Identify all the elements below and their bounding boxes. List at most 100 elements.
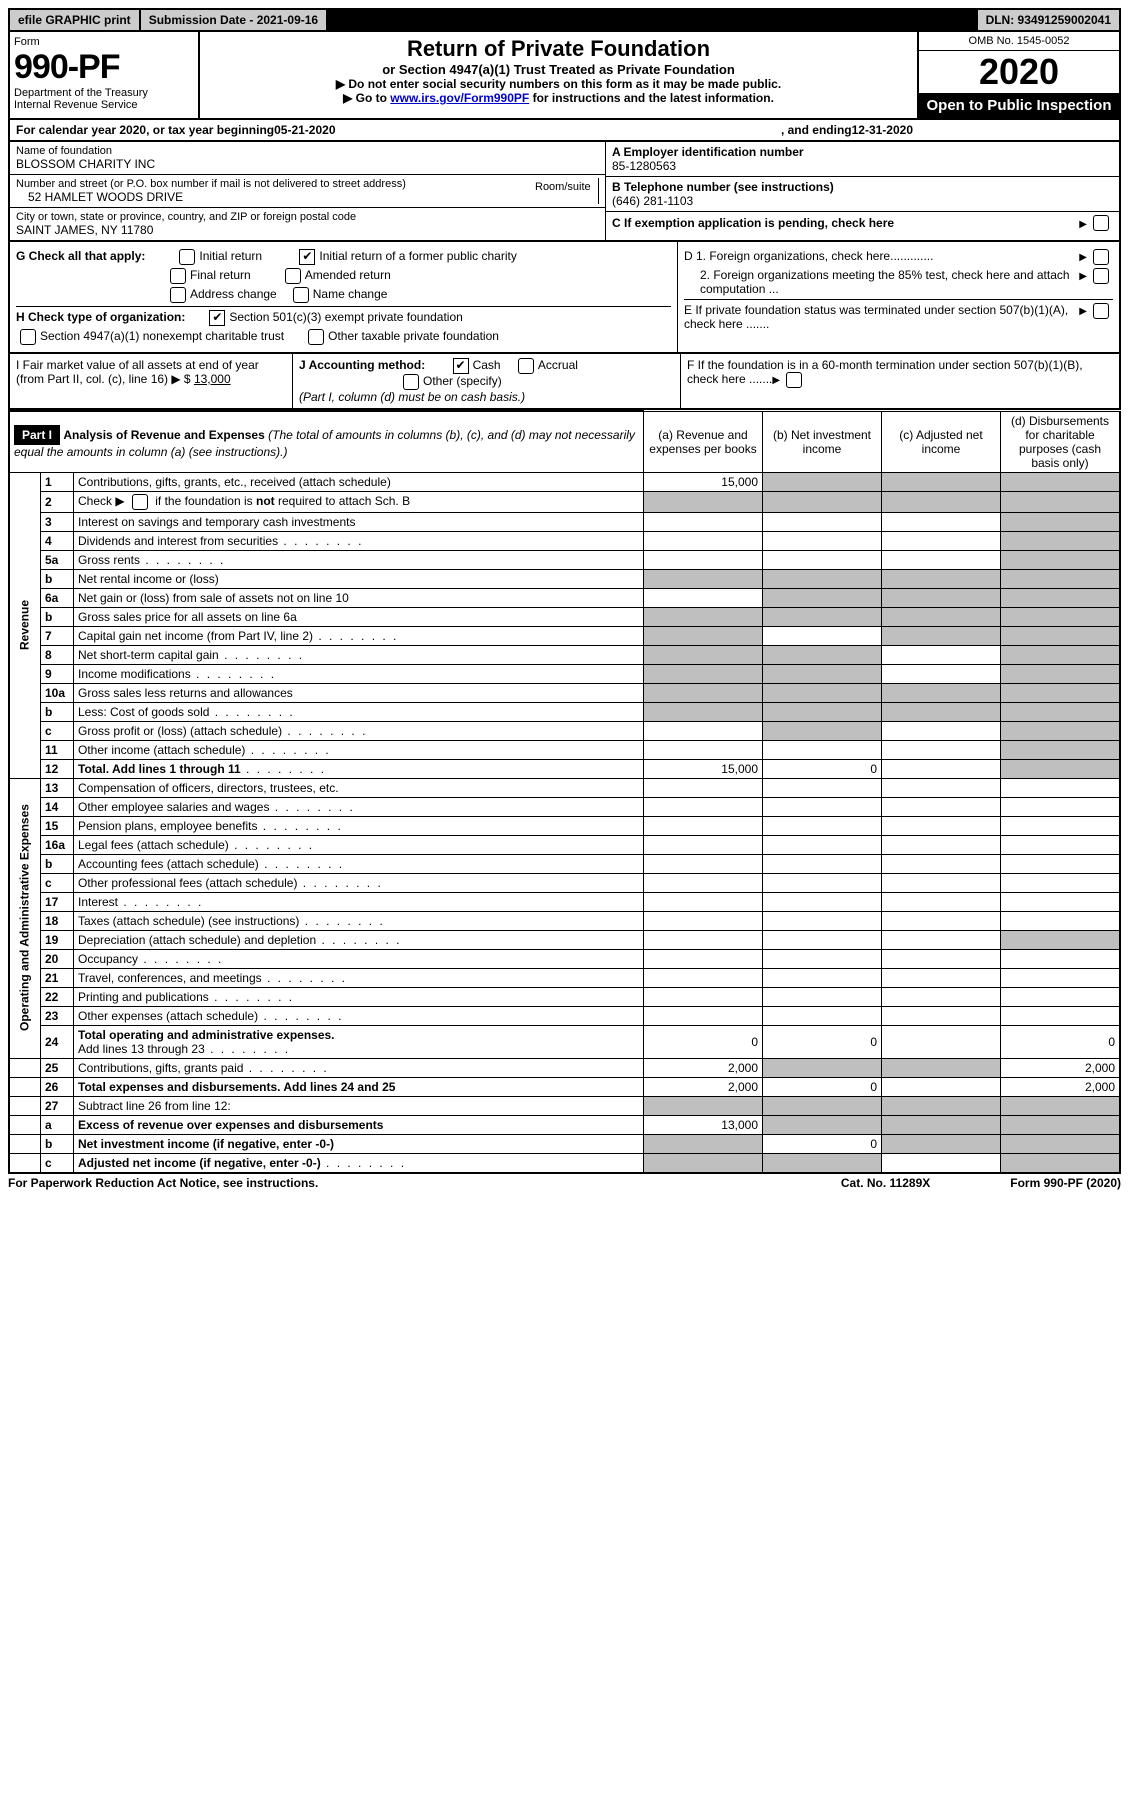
dept-irs: Internal Revenue Service: [14, 99, 194, 111]
pending-row: C If exemption application is pending, c…: [606, 212, 1119, 234]
cash-checkbox[interactable]: ✔: [453, 358, 469, 374]
header-center: Return of Private Foundation or Section …: [200, 32, 917, 118]
footer-line: For Paperwork Reduction Act Notice, see …: [8, 1174, 1121, 1190]
r13: Compensation of officers, directors, tru…: [74, 778, 644, 797]
r16a: Legal fees (attach schedule): [74, 835, 644, 854]
d1-checkbox[interactable]: [1093, 249, 1109, 265]
form-subtitle: or Section 4947(a)(1) Trust Treated as P…: [210, 62, 907, 77]
calyear-mid: , and ending: [781, 123, 852, 137]
otheracct-checkbox[interactable]: [403, 374, 419, 390]
info-left: Name of foundation BLOSSOM CHARITY INC N…: [10, 142, 606, 240]
initial-checkbox[interactable]: [179, 249, 195, 265]
j-cell: J Accounting method: ✔Cash Accrual Other…: [293, 354, 681, 408]
r5a: Gross rents: [74, 550, 644, 569]
arrow-icon: [1079, 268, 1089, 282]
4947-checkbox[interactable]: [20, 329, 36, 345]
phone-value: (646) 281-1103: [612, 194, 693, 208]
part1-table: Part I Analysis of Revenue and Expenses …: [8, 410, 1121, 1174]
footer-mid: Cat. No. 11289X: [841, 1176, 930, 1190]
final-checkbox[interactable]: [170, 268, 186, 284]
top-bar: efile GRAPHIC print Submission Date - 20…: [8, 8, 1121, 32]
efile-label[interactable]: efile GRAPHIC print: [10, 10, 141, 30]
addrchg-checkbox[interactable]: [170, 287, 186, 303]
r26: Total expenses and disbursements. Add li…: [78, 1080, 395, 1094]
r10b: Less: Cost of goods sold: [74, 702, 644, 721]
ein-row: A Employer identification number 85-1280…: [606, 142, 1119, 177]
expense-vlabel: Operating and Administrative Expenses: [9, 778, 41, 1058]
revenue-vlabel: Revenue: [9, 472, 41, 778]
tax-year: 2020: [919, 51, 1119, 93]
f-cell: F If the foundation is in a 60-month ter…: [681, 354, 1119, 408]
form-link[interactable]: www.irs.gov/Form990PF: [390, 91, 529, 105]
schb-checkbox[interactable]: [132, 494, 148, 510]
r20: Occupancy: [74, 949, 644, 968]
addr-row: Number and street (or P.O. box number if…: [10, 175, 605, 208]
d2-checkbox[interactable]: [1093, 268, 1109, 284]
namechg-checkbox[interactable]: [293, 287, 309, 303]
name-label: Name of foundation: [16, 145, 599, 157]
r1: Contributions, gifts, grants, etc., rece…: [74, 472, 644, 491]
form-title: Return of Private Foundation: [210, 36, 907, 62]
dln-label: DLN: 93491259002041: [976, 10, 1119, 30]
g-name: Name change: [313, 287, 388, 301]
omb-number: OMB No. 1545-0052: [919, 32, 1119, 51]
ein-value: 85-1280563: [612, 159, 676, 173]
arrow-icon: [1079, 216, 1089, 230]
r17: Interest: [74, 892, 644, 911]
g-label: G Check all that apply:: [16, 249, 145, 263]
e-checkbox[interactable]: [1093, 303, 1109, 319]
footer-left: For Paperwork Reduction Act Notice, see …: [8, 1176, 318, 1190]
org-city: SAINT JAMES, NY 11780: [16, 223, 599, 237]
r19: Depreciation (attach schedule) and deple…: [74, 930, 644, 949]
pending-label: C If exemption application is pending, c…: [612, 216, 1079, 230]
g-row2: Final return Amended return: [16, 268, 671, 284]
form-header: Form 990-PF Department of the Treasury I…: [8, 32, 1121, 120]
calyear-end: 12-31-2020: [852, 123, 913, 137]
ca-left: G Check all that apply: Initial return ✔…: [10, 242, 678, 352]
r27: Subtract line 26 from line 12:: [74, 1096, 644, 1115]
phone-row: B Telephone number (see instructions) (6…: [606, 177, 1119, 212]
g-row3: Address change Name change: [16, 287, 671, 303]
calendar-year-row: For calendar year 2020, or tax year begi…: [8, 120, 1121, 142]
ein-label: A Employer identification number: [612, 145, 804, 159]
r27b: Net investment income (if negative, ente…: [78, 1137, 334, 1151]
r12: Total. Add lines 1 through 11: [78, 762, 241, 776]
ijf-row: I Fair market value of all assets at end…: [8, 354, 1121, 410]
calyear-begin: 05-21-2020: [274, 123, 335, 137]
r8: Net short-term capital gain: [74, 645, 644, 664]
name-row: Name of foundation BLOSSOM CHARITY INC: [10, 142, 605, 175]
g-row: G Check all that apply: Initial return ✔…: [16, 249, 671, 265]
amended-checkbox[interactable]: [285, 268, 301, 284]
city-row: City or town, state or province, country…: [10, 208, 605, 240]
e-row: E If private foundation status was termi…: [684, 299, 1113, 331]
footer-right: Form 990-PF (2020): [1010, 1176, 1121, 1190]
j-cash: Cash: [473, 358, 501, 372]
col-a-header: (a) Revenue and expenses per books: [644, 411, 763, 472]
r21: Travel, conferences, and meetings: [74, 968, 644, 987]
arrow-icon: [1079, 249, 1089, 263]
v26a: 2,000: [644, 1077, 763, 1096]
r6a: Net gain or (loss) from sale of assets n…: [74, 588, 644, 607]
calyear-pre: For calendar year 2020, or tax year begi…: [16, 123, 274, 137]
note-goto: ▶ Go to www.irs.gov/Form990PF for instru…: [210, 91, 907, 105]
pending-checkbox[interactable]: [1093, 215, 1109, 231]
r10c: Gross profit or (loss) (attach schedule): [74, 721, 644, 740]
former-checkbox[interactable]: ✔: [299, 249, 315, 265]
v1a: 15,000: [644, 472, 763, 491]
i-cell: I Fair market value of all assets at end…: [10, 354, 293, 408]
r10a: Gross sales less returns and allowances: [74, 683, 644, 702]
r11: Other income (attach schedule): [74, 740, 644, 759]
room-suite-label: Room/suite: [532, 178, 599, 204]
r16c: Other professional fees (attach schedule…: [74, 873, 644, 892]
f-checkbox[interactable]: [786, 372, 802, 388]
r24: Total operating and administrative expen…: [78, 1028, 335, 1042]
j-note: (Part I, column (d) must be on cash basi…: [299, 390, 525, 404]
d1-label: D 1. Foreign organizations, check here..…: [684, 249, 1079, 263]
v27a: 13,000: [644, 1115, 763, 1134]
othertax-checkbox[interactable]: [308, 329, 324, 345]
accrual-checkbox[interactable]: [518, 358, 534, 374]
c3-checkbox[interactable]: ✔: [209, 310, 225, 326]
r27a: Excess of revenue over expenses and disb…: [78, 1118, 383, 1132]
v25a: 2,000: [644, 1058, 763, 1077]
r5b: Net rental income or (loss): [74, 569, 644, 588]
